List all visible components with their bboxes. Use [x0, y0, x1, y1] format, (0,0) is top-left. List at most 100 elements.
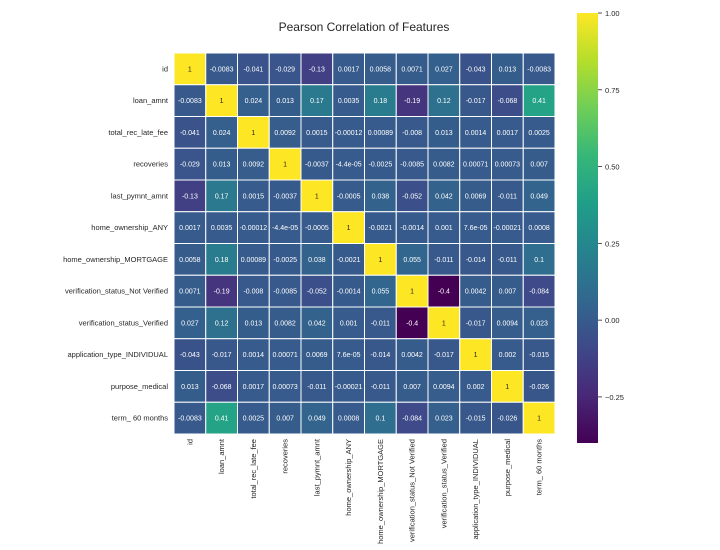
cell-annotation: 0.024	[245, 98, 263, 105]
y-tick-label: purpose_medical	[111, 382, 168, 391]
cell-annotation: 0.0015	[306, 130, 328, 137]
x-tick-label: home_ownership_MORTGAGE	[376, 439, 385, 544]
cell-annotation: 0.00073	[495, 162, 520, 169]
cell-annotation: 1	[315, 193, 319, 200]
cell-annotation: 0.0014	[465, 130, 487, 137]
cell-annotation: 0.0071	[401, 66, 423, 73]
cell-annotation: -0.0085	[400, 162, 424, 169]
x-tick-label: purpose_medical	[503, 439, 512, 496]
cell-annotation: -0.0083	[210, 66, 234, 73]
cell-annotation: 0.0094	[497, 320, 519, 327]
heatmap-cell	[332, 179, 365, 213]
cell-annotation: 0.023	[530, 320, 548, 327]
heatmap-cell	[364, 116, 397, 149]
cell-annotation: -0.029	[275, 66, 295, 73]
heatmap-cell	[364, 401, 397, 435]
cell-annotation: 0.007	[499, 289, 517, 296]
heatmap-cell	[173, 179, 207, 213]
x-tick-label: total_rec_late_fee	[249, 439, 258, 499]
cell-annotation: -0.00021	[494, 225, 522, 232]
cell-annotation: 0.0014	[243, 352, 265, 359]
heatmap-cell	[395, 84, 429, 117]
x-tick-label: id	[185, 439, 194, 445]
cell-annotation: 0.0035	[338, 98, 360, 105]
cell-annotation: -0.041	[180, 130, 200, 137]
cell-annotation: 0.007	[530, 162, 548, 169]
cell-annotation: 0.042	[435, 193, 453, 200]
colorbar-tick-label: −0.25	[605, 393, 624, 402]
heatmap-cell	[395, 338, 429, 371]
heatmap-cell	[364, 211, 397, 244]
heatmap-cell	[522, 116, 556, 149]
cell-annotation: 0.027	[181, 320, 199, 327]
heatmap-cell	[237, 370, 270, 403]
heatmap-cell	[300, 84, 334, 117]
y-tick-label: loan_amnt	[133, 96, 169, 105]
heatmap-cell	[491, 274, 524, 308]
heatmap-cell	[522, 401, 556, 435]
y-tick-label: verification_status_Verified	[79, 318, 168, 327]
heatmap-cell	[173, 370, 207, 403]
heatmap-cell	[173, 243, 207, 276]
cell-annotation: -0.0037	[273, 193, 297, 200]
heatmap-cell	[205, 243, 238, 276]
cell-annotation: 0.001	[435, 225, 453, 232]
cell-annotation: -0.0021	[369, 225, 393, 232]
heatmap-cell	[173, 147, 207, 181]
cell-annotation: 0.024	[213, 130, 231, 137]
cell-annotation: -4.4e-05	[336, 162, 362, 169]
cell-annotation: 1	[220, 98, 224, 105]
heatmap-cell	[522, 274, 556, 308]
cell-annotation: -0.014	[466, 257, 486, 264]
cell-annotation: 0.00071	[463, 162, 488, 169]
cell-annotation: 1	[188, 66, 192, 73]
cell-annotation: 1	[442, 320, 446, 327]
cell-annotation: 0.023	[435, 416, 453, 423]
cell-annotation: -0.008	[402, 130, 422, 137]
cell-annotation: 0.049	[308, 416, 326, 423]
heatmap-cell	[364, 306, 397, 340]
colorbar-tick-label: 0.25	[605, 239, 620, 248]
heatmap-cell	[522, 243, 556, 276]
heatmap-cell	[427, 243, 461, 276]
cell-annotation: 0.0069	[306, 352, 328, 359]
heatmap-cell	[332, 211, 365, 244]
heatmap-cell	[173, 211, 207, 244]
cell-annotation: -0.084	[529, 289, 549, 296]
cell-annotation: 7.6e-05	[464, 225, 488, 232]
heatmap-cell	[491, 179, 524, 213]
x-tick-label: application_type_INDIVIDUAL	[471, 439, 480, 539]
cell-annotation: 0.038	[372, 193, 390, 200]
heatmap-cell	[522, 211, 556, 244]
heatmap-cell	[522, 338, 556, 371]
cell-annotation: 0.0092	[274, 130, 296, 137]
cell-annotation: 0.038	[308, 257, 326, 264]
cell-annotation: 0.0082	[433, 162, 455, 169]
y-tick-label: verification_status_Not Verified	[65, 287, 168, 296]
heatmap-cell	[332, 401, 365, 435]
heatmap-cell	[364, 338, 397, 371]
cell-annotation: -0.015	[466, 416, 486, 423]
cell-annotation: 0.0092	[243, 162, 265, 169]
heatmap-cell	[491, 147, 524, 181]
cell-annotation: -0.052	[402, 193, 422, 200]
cell-annotation: 0.0035	[211, 225, 233, 232]
cell-annotation: -0.19	[214, 289, 230, 296]
cell-annotation: 0.18	[374, 98, 388, 105]
cell-annotation: 0.055	[403, 257, 421, 264]
cell-annotation: 0.013	[276, 98, 294, 105]
cell-annotation: 0.042	[308, 320, 326, 327]
heatmap-cell	[522, 306, 556, 340]
cell-annotation: -0.4	[406, 320, 418, 327]
heatmap-cell	[205, 84, 238, 117]
colorbar-tick-label: 1.00	[605, 9, 620, 18]
heatmap-cell	[205, 179, 238, 213]
heatmap-cell	[205, 370, 238, 403]
cell-annotation: 0.0008	[528, 225, 550, 232]
heatmap-cell	[237, 179, 270, 213]
heatmap-cell	[300, 116, 334, 149]
x-tick-label: home_ownership_ANY	[344, 439, 353, 516]
y-tick-label: total_rec_late_fee	[108, 128, 168, 137]
cell-annotation: -0.017	[212, 352, 232, 359]
cell-annotation: -0.029	[180, 162, 200, 169]
